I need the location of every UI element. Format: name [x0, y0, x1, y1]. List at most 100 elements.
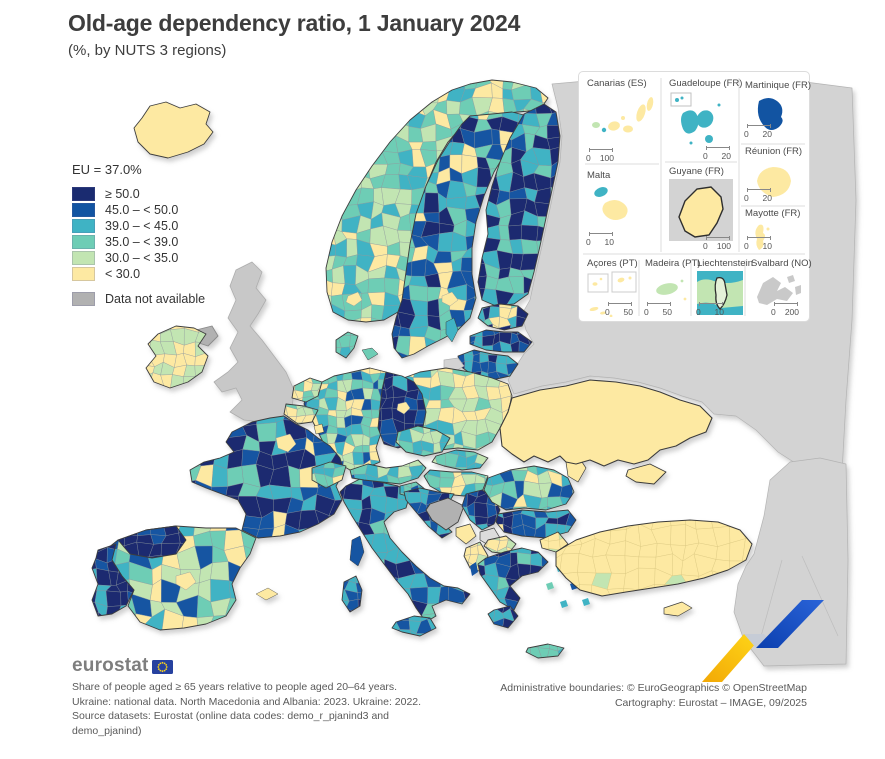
ribbon-blue — [756, 600, 824, 648]
page-subtitle: (%, by NUTS 3 regions) — [68, 42, 227, 59]
map-region-ireland — [145, 325, 209, 389]
credits: Administrative boundaries: © EuroGeograp… — [500, 681, 807, 711]
inset-map-madeira — [656, 279, 687, 301]
inset-scalebar: 0 20 — [703, 145, 731, 161]
map-region-montenegro — [455, 523, 477, 545]
inset-madeira: Madeira (PT) 0 50 — [641, 258, 700, 318]
legend-label: Data not available — [105, 292, 206, 306]
map-region-luxembourg — [313, 423, 325, 435]
inset-map-guadeloupe — [670, 92, 721, 145]
inset-map-canarias — [592, 97, 654, 133]
map-region-sardinia — [341, 575, 363, 613]
legend-label: ≥ 50.0 — [105, 187, 140, 201]
map-region-oslo — [345, 291, 363, 307]
legend-item-na: Data not available — [72, 291, 205, 307]
legend-swatch — [72, 203, 95, 217]
inset-scalebar: 0 200 — [771, 301, 799, 317]
inset-map-guyane — [669, 179, 733, 241]
inset-mayotte: Mayotte (FR) 0 10 — [741, 208, 805, 252]
inset-label: Mayotte (FR) — [745, 208, 801, 219]
map-region-balearics — [255, 587, 279, 601]
map-region-crimea — [625, 463, 667, 485]
inset-label: Réunion (FR) — [745, 146, 803, 157]
map-region-bosnia — [425, 497, 465, 531]
inset-map-liechtenstein — [697, 271, 743, 315]
inset-label: Liechtenstein — [697, 258, 753, 269]
legend-item-c6: < 30.0 — [72, 266, 205, 282]
inset-map-svalbard — [757, 275, 801, 305]
eurostat-logo-text: eurostat — [72, 655, 149, 676]
map-region-uk — [213, 261, 295, 423]
map-region-gotland — [445, 317, 459, 343]
legend-item-c4: 35.0 – < 39.0 — [72, 234, 205, 250]
legend-label: 39.0 – < 45.0 — [105, 219, 179, 233]
footnotes: Share of people aged ≥ 65 years relative… — [72, 680, 421, 738]
eu-flag-icon — [151, 660, 173, 674]
legend-swatch — [72, 235, 95, 249]
inset-label: Guadeloupe (FR) — [669, 78, 743, 89]
map-legend: EU = 37.0% ≥ 50.0 45.0 – < 50.0 39.0 – < 4… — [72, 162, 205, 307]
legend-label: 35.0 – < 39.0 — [105, 235, 179, 249]
legend-item-c5: 30.0 – < 35.0 — [72, 250, 205, 266]
inset-scalebar: 0 10 — [696, 301, 724, 317]
map-region-denmark_isles — [361, 347, 379, 361]
credit-line: Administrative boundaries: © EuroGeograp… — [500, 682, 807, 694]
inset-svalbard: Svalbard (NO) 0 200 — [747, 258, 812, 318]
map-region-ae3 — [582, 598, 590, 606]
legend-label: 30.0 – < 35.0 — [105, 251, 179, 265]
inset-label: Martinique (FR) — [745, 80, 811, 91]
map-region-cyprus — [663, 601, 693, 617]
map-region-ukraine — [499, 379, 713, 467]
inset-label: Svalbard (NO) — [751, 258, 812, 269]
outermost-regions-panel: Canarias (ES) 0 100 Guadeloupe (FR) 0 20 Marti… — [578, 71, 812, 322]
inset-scalebar: 0 100 — [586, 147, 614, 163]
inset-liechtenstein: Liechtenstein 0 10 — [693, 258, 753, 318]
inset-map-martinique — [757, 98, 783, 130]
inset-scalebar: 0 50 — [605, 301, 633, 317]
footnote-line: Ukraine: national data. North Macedonia … — [72, 695, 422, 708]
inset-guadeloupe: Guadeloupe (FR) 0 20 — [665, 78, 742, 162]
map-region-madrid — [175, 571, 197, 591]
map-region-crete — [525, 643, 565, 659]
legend-swatch — [72, 292, 95, 306]
legend-label: < 30.0 — [105, 267, 141, 281]
map-region-iceland — [133, 101, 214, 159]
inset-scalebar: 0 50 — [644, 301, 672, 317]
map-region-mideast — [733, 457, 849, 667]
map-region-bulgaria — [495, 509, 577, 539]
legend-item-c2: 45.0 – < 50.0 — [72, 202, 205, 218]
credit-line: Cartography: Eurostat – IMAGE, 09/2025 — [614, 697, 807, 709]
map-region-sicily — [391, 615, 437, 637]
map-region-ae6 — [546, 582, 554, 590]
map-region-berlin — [396, 401, 411, 415]
inset-map-acores — [587, 271, 637, 317]
inset-label: Madeira (PT) — [645, 258, 701, 269]
inset-canarias: Canarias (ES) 0 100 — [583, 78, 659, 164]
legend-swatch — [72, 267, 95, 281]
legend-swatch — [72, 251, 95, 265]
legend-label: 45.0 – < 50.0 — [105, 203, 179, 217]
inset-malta: Malta 0 10 — [583, 170, 659, 248]
legend-item-c1: ≥ 50.0 — [72, 186, 205, 202]
inset-scalebar: 0 10 — [586, 231, 614, 247]
inset-scalebar: 0 10 — [744, 235, 772, 251]
map-region-stockholm — [441, 291, 459, 307]
footnote-line: demo_pjanind) — [72, 724, 142, 737]
inset-guyane: Guyane (FR) 0 100 — [665, 166, 737, 252]
page-title: Old-age dependency ratio, 1 January 2024 — [68, 10, 521, 36]
inset-scalebar: 0 20 — [744, 123, 772, 139]
legend-eu-value: EU = 37.0% — [72, 162, 142, 177]
inset-label: Malta — [587, 170, 611, 181]
inset-label: Açores (PT) — [587, 258, 638, 269]
inset-acores: Açores (PT) 0 50 — [583, 258, 639, 318]
image-ribbon-logo — [702, 600, 824, 682]
inset-scalebar: 0 20 — [744, 187, 772, 203]
map-region-ae5 — [560, 600, 568, 608]
inset-map-malta — [594, 187, 628, 220]
inset-reunion: Réunion (FR) 0 20 — [741, 146, 805, 204]
inset-label: Canarias (ES) — [587, 78, 647, 89]
inset-martinique: Martinique (FR) 0 20 — [741, 80, 811, 140]
map-region-ionian — [470, 562, 478, 576]
map-region-peloponnese — [487, 605, 519, 629]
legend-item-c3: 39.0 – < 45.0 — [72, 218, 205, 234]
